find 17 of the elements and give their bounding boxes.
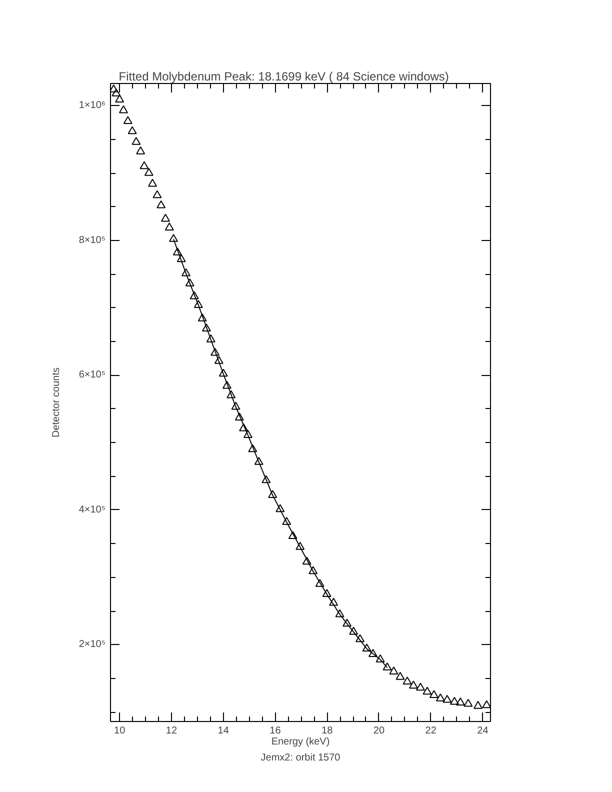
x-tick-label: 14 — [218, 726, 230, 736]
y-tick-label: 4×10⁵ — [78, 504, 106, 516]
chart-title: Fitted Molybdenum Peak: 18.1699 keV ( 84 Science windows) — [118, 70, 449, 84]
x-tick-label: 22 — [425, 726, 437, 736]
x-tick-label: 16 — [270, 726, 282, 736]
x-tick-label: 12 — [166, 726, 178, 736]
y-axis-title: Detector counts — [50, 367, 62, 438]
text: Jemx2: orbit 1570 — [260, 752, 341, 764]
x-tick-label: 18 — [322, 726, 334, 736]
x-tick-label: 24 — [477, 726, 489, 736]
y-tick-label: 2×10⁵ — [78, 639, 106, 650]
y-tick-label: 1×10⁶ — [78, 100, 106, 112]
x-tick-label: 10 — [114, 726, 126, 736]
y-tick-label: 6×10⁵ — [78, 370, 106, 381]
x-tick-label: 20 — [373, 726, 385, 736]
y-tick-label: 8×10⁵ — [78, 234, 106, 246]
x-axis-title: Energy (keV) — [271, 736, 330, 748]
